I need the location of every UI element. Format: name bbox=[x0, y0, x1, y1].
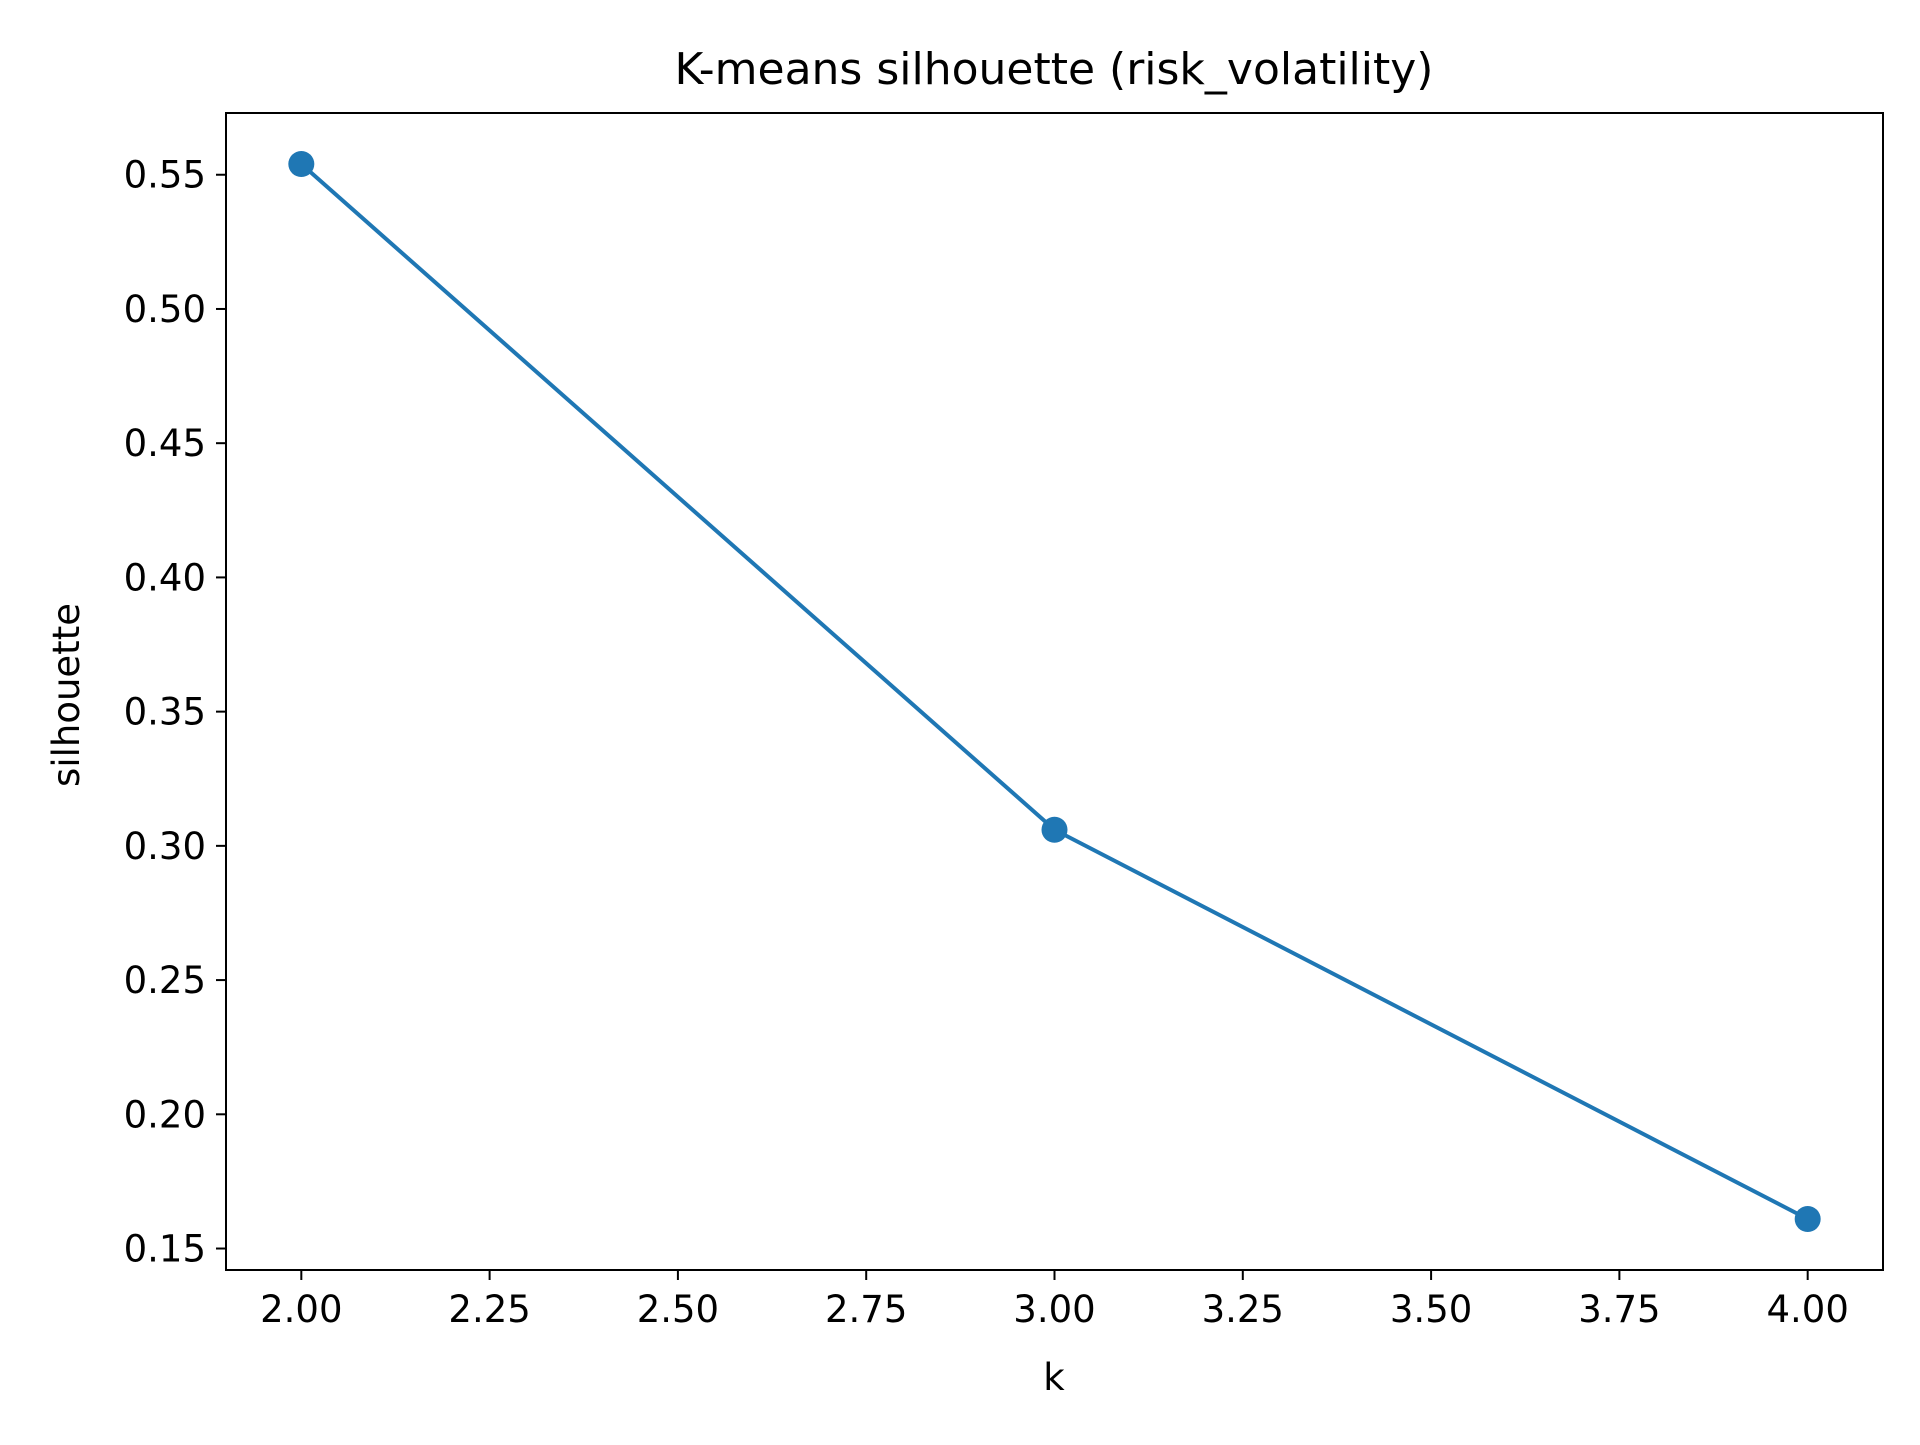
y-tick-label: 0.55 bbox=[124, 154, 206, 197]
x-tick-label: 3.75 bbox=[1578, 1288, 1660, 1331]
x-tick-label: 3.50 bbox=[1390, 1288, 1472, 1331]
y-tick-label: 0.25 bbox=[124, 959, 206, 1002]
y-tick-label: 0.15 bbox=[124, 1228, 206, 1271]
x-tick-label: 3.25 bbox=[1202, 1288, 1284, 1331]
series-layer bbox=[288, 151, 1821, 1232]
plot-area-frame bbox=[225, 112, 1884, 1271]
x-tick-label: 2.75 bbox=[825, 1288, 907, 1331]
y-tick-label: 0.45 bbox=[124, 422, 206, 465]
y-tick-label: 0.20 bbox=[124, 1093, 206, 1136]
data-point bbox=[1794, 1205, 1821, 1232]
ticks-layer: 2.00 2.25 2.50 2.75 3.00 3.25 3.50 3.75 4.00 0.15… bbox=[124, 154, 1849, 1331]
y-axis-label: silhouette bbox=[45, 603, 88, 787]
data-point bbox=[288, 151, 315, 178]
x-axis-label: k bbox=[1043, 1356, 1065, 1399]
chart-title: K-means silhouette (risk_volatility) bbox=[675, 44, 1434, 95]
y-tick-label: 0.50 bbox=[124, 288, 206, 331]
y-tick-label: 0.35 bbox=[124, 691, 206, 734]
x-tick-label: 2.00 bbox=[260, 1288, 342, 1331]
y-tick-label: 0.40 bbox=[124, 556, 206, 599]
x-tick-label: 2.50 bbox=[637, 1288, 719, 1331]
x-tick-label: 4.00 bbox=[1766, 1288, 1848, 1331]
data-point bbox=[1041, 816, 1068, 843]
x-tick-label: 2.25 bbox=[448, 1288, 530, 1331]
x-tick-label: 3.00 bbox=[1013, 1288, 1095, 1331]
y-tick-label: 0.30 bbox=[124, 825, 206, 868]
